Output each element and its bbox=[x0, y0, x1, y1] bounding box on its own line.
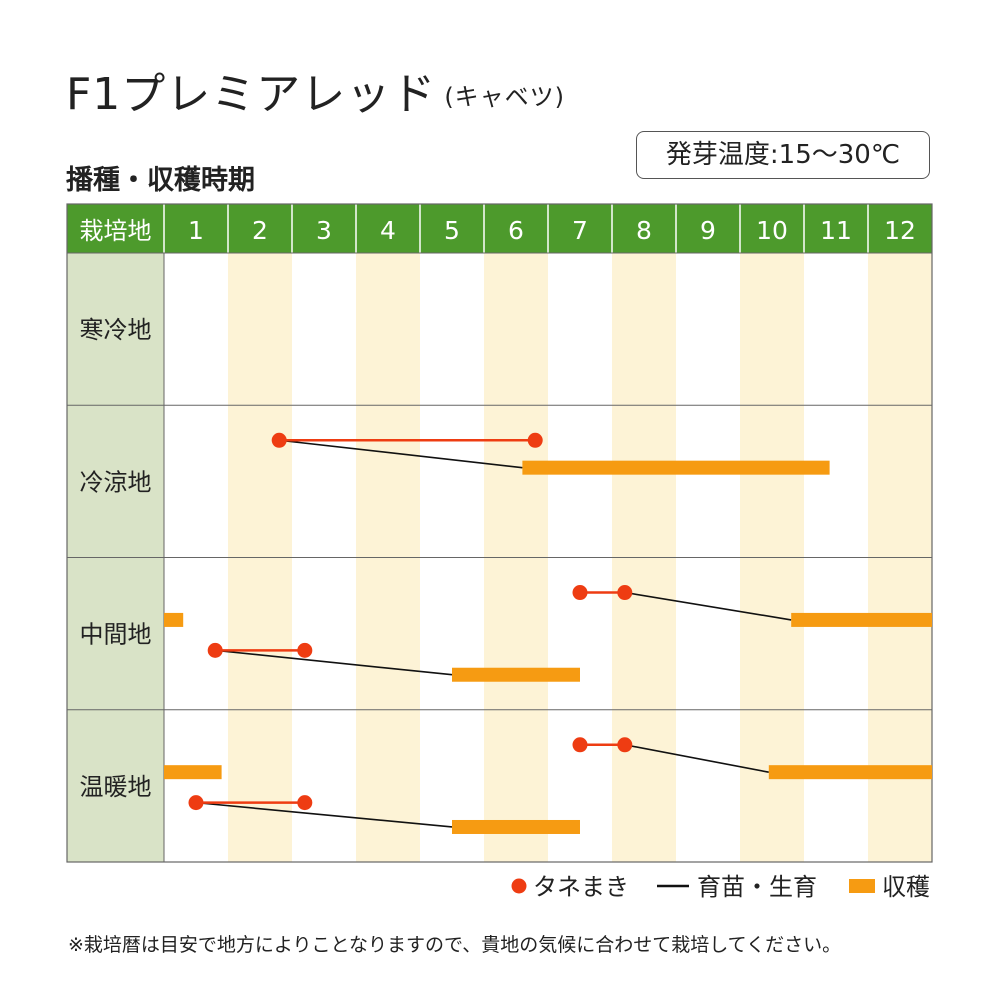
x-tick-label: 6 bbox=[508, 216, 524, 245]
x-tick-label: 9 bbox=[700, 216, 716, 245]
legend-harvest-label: 収穫 bbox=[882, 873, 930, 901]
grow-line bbox=[215, 649, 453, 676]
x-tick-label: 4 bbox=[380, 216, 396, 245]
sow-start-dot bbox=[572, 585, 588, 601]
sow-end-dot bbox=[617, 585, 633, 601]
sow-end-dot bbox=[527, 432, 543, 448]
sow-end-dot bbox=[617, 737, 633, 753]
x-tick-label: 5 bbox=[444, 216, 460, 245]
harvest-bar bbox=[791, 612, 932, 627]
sow-start-dot bbox=[271, 432, 287, 448]
chart-subtitle: 播種・収穫時期 bbox=[66, 165, 255, 196]
sow-start-dot bbox=[572, 737, 588, 753]
sow-end-dot bbox=[297, 795, 313, 811]
chart-border bbox=[66, 203, 933, 863]
footnote: ※栽培暦は目安で地方によりことなりますので、貴地の気候に合わせて栽培してください… bbox=[68, 934, 842, 956]
harvest-bar bbox=[452, 667, 580, 682]
legend-grow-label: 育苗・生育 bbox=[697, 873, 817, 901]
legend-harvest-marker bbox=[849, 879, 875, 893]
harvest-bar bbox=[522, 460, 830, 475]
x-tick-label: 10 bbox=[756, 216, 788, 245]
legend-sow-label: タネまき bbox=[533, 873, 629, 901]
title-subtext: (キャベツ) bbox=[444, 83, 566, 111]
x-tick-label: 12 bbox=[884, 216, 916, 245]
legend-sow-marker bbox=[511, 878, 527, 894]
header-label: 栽培地 bbox=[80, 217, 152, 245]
header-row-bg bbox=[67, 204, 932, 253]
sow-start-dot bbox=[188, 795, 204, 811]
harvest-bar bbox=[452, 819, 580, 834]
sow-end-dot bbox=[297, 642, 313, 658]
region-label: 温暖地 bbox=[80, 773, 152, 801]
x-tick-label: 11 bbox=[820, 216, 852, 245]
region-label: 寒冷地 bbox=[80, 316, 152, 344]
x-tick-label: 3 bbox=[316, 216, 332, 245]
harvest-bar bbox=[768, 765, 932, 780]
germination-temperature-box: 発芽温度:15～30℃ bbox=[636, 131, 930, 179]
region-label: 中間地 bbox=[80, 621, 152, 649]
x-tick-label: 2 bbox=[252, 216, 268, 245]
x-tick-label: 8 bbox=[636, 216, 652, 245]
title-main: F1プレミアレッド bbox=[66, 69, 437, 120]
x-tick-label: 7 bbox=[572, 216, 588, 245]
grow-line bbox=[195, 801, 453, 828]
x-tick-label: 1 bbox=[188, 216, 204, 245]
grow-line bbox=[624, 743, 769, 773]
harvest-bar bbox=[164, 765, 222, 780]
grow-line bbox=[279, 439, 523, 469]
grow-line bbox=[624, 591, 792, 621]
page-title: F1プレミアレッド (キャベツ) bbox=[66, 58, 565, 122]
sow-start-dot bbox=[207, 642, 223, 658]
region-label: 冷涼地 bbox=[80, 468, 152, 496]
harvest-bar bbox=[164, 612, 184, 627]
